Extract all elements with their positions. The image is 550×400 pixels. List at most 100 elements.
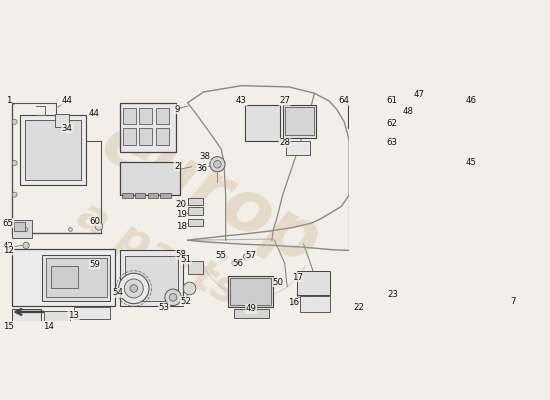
FancyBboxPatch shape — [461, 292, 468, 300]
Text: 20: 20 — [176, 200, 187, 209]
Text: 38: 38 — [199, 152, 210, 161]
FancyBboxPatch shape — [365, 108, 373, 116]
Text: 54: 54 — [112, 288, 123, 298]
Text: a parts: a parts — [70, 194, 247, 314]
Text: 61: 61 — [387, 96, 398, 105]
Text: 23: 23 — [387, 290, 398, 299]
Circle shape — [442, 167, 447, 172]
FancyBboxPatch shape — [415, 111, 425, 124]
Text: 64: 64 — [339, 96, 350, 105]
Text: 36: 36 — [197, 164, 208, 172]
Text: 15: 15 — [3, 322, 14, 331]
FancyBboxPatch shape — [415, 144, 425, 157]
FancyBboxPatch shape — [428, 111, 437, 124]
Circle shape — [169, 294, 177, 301]
FancyBboxPatch shape — [490, 292, 496, 300]
Text: 27: 27 — [279, 96, 290, 105]
FancyBboxPatch shape — [234, 309, 269, 318]
Circle shape — [124, 279, 144, 298]
Text: 44: 44 — [62, 96, 73, 105]
Circle shape — [12, 192, 17, 197]
Circle shape — [130, 285, 138, 292]
Text: 43: 43 — [236, 96, 247, 105]
Circle shape — [244, 254, 250, 260]
FancyBboxPatch shape — [44, 311, 70, 324]
Text: 58: 58 — [176, 250, 187, 259]
FancyBboxPatch shape — [412, 107, 443, 168]
Circle shape — [232, 260, 238, 266]
FancyBboxPatch shape — [120, 250, 183, 306]
FancyBboxPatch shape — [406, 292, 413, 299]
FancyBboxPatch shape — [188, 198, 203, 206]
FancyBboxPatch shape — [348, 103, 388, 128]
FancyBboxPatch shape — [120, 162, 180, 195]
FancyBboxPatch shape — [14, 222, 25, 231]
FancyBboxPatch shape — [480, 301, 487, 309]
Text: 52: 52 — [180, 297, 191, 306]
Text: 65: 65 — [3, 219, 14, 228]
FancyBboxPatch shape — [357, 106, 379, 124]
Text: 2: 2 — [174, 162, 180, 171]
FancyBboxPatch shape — [416, 300, 424, 306]
FancyBboxPatch shape — [25, 120, 80, 180]
FancyBboxPatch shape — [245, 105, 279, 142]
Text: 28: 28 — [279, 138, 290, 147]
FancyBboxPatch shape — [406, 300, 413, 306]
Circle shape — [69, 228, 72, 232]
Circle shape — [213, 160, 221, 168]
FancyBboxPatch shape — [20, 116, 86, 185]
Text: 59: 59 — [89, 260, 100, 269]
FancyBboxPatch shape — [54, 114, 69, 128]
Text: 47: 47 — [414, 90, 425, 99]
FancyBboxPatch shape — [230, 278, 271, 305]
FancyBboxPatch shape — [428, 128, 437, 140]
Circle shape — [210, 157, 225, 172]
FancyBboxPatch shape — [148, 194, 158, 198]
FancyBboxPatch shape — [156, 128, 169, 145]
Circle shape — [442, 110, 447, 114]
FancyBboxPatch shape — [12, 220, 32, 238]
FancyBboxPatch shape — [161, 194, 170, 198]
FancyBboxPatch shape — [470, 292, 477, 300]
FancyBboxPatch shape — [156, 108, 169, 124]
FancyBboxPatch shape — [351, 131, 386, 149]
FancyBboxPatch shape — [51, 266, 78, 288]
FancyBboxPatch shape — [228, 276, 273, 308]
FancyBboxPatch shape — [188, 219, 203, 226]
Text: 7: 7 — [510, 297, 515, 306]
FancyBboxPatch shape — [354, 152, 382, 166]
Circle shape — [442, 148, 447, 152]
Circle shape — [95, 222, 103, 230]
Circle shape — [24, 228, 28, 232]
Circle shape — [442, 129, 447, 134]
Text: 34: 34 — [62, 124, 73, 133]
FancyBboxPatch shape — [458, 290, 504, 314]
Circle shape — [466, 157, 473, 163]
Text: 1: 1 — [6, 96, 11, 105]
FancyBboxPatch shape — [415, 128, 425, 140]
Circle shape — [165, 289, 182, 306]
Text: 56: 56 — [233, 259, 244, 268]
Text: 42: 42 — [3, 242, 14, 251]
FancyBboxPatch shape — [42, 255, 111, 300]
FancyBboxPatch shape — [140, 108, 152, 124]
FancyBboxPatch shape — [188, 261, 203, 274]
Text: 55: 55 — [216, 251, 227, 260]
FancyBboxPatch shape — [395, 300, 403, 306]
Text: 13: 13 — [68, 310, 79, 320]
FancyBboxPatch shape — [46, 258, 107, 297]
Text: 12: 12 — [3, 246, 14, 255]
FancyBboxPatch shape — [392, 290, 432, 310]
Text: europ: europ — [90, 107, 332, 279]
FancyBboxPatch shape — [461, 301, 468, 309]
FancyBboxPatch shape — [441, 103, 471, 184]
Circle shape — [12, 160, 17, 166]
Text: 14: 14 — [43, 322, 54, 331]
Text: 19: 19 — [176, 210, 187, 220]
Text: 53: 53 — [159, 303, 170, 312]
Circle shape — [466, 122, 473, 128]
FancyBboxPatch shape — [12, 309, 41, 326]
FancyBboxPatch shape — [298, 271, 330, 295]
Circle shape — [12, 119, 17, 124]
Text: 57: 57 — [245, 251, 256, 260]
